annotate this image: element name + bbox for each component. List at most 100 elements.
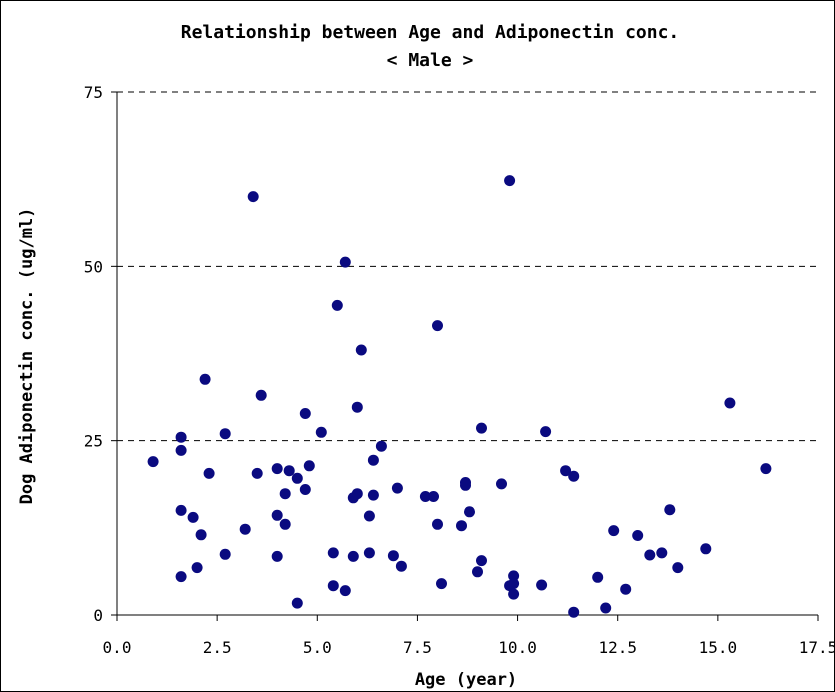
data-point xyxy=(428,491,439,502)
data-point xyxy=(496,478,507,490)
data-point xyxy=(391,482,403,494)
y-tick-label: 0 xyxy=(93,606,103,625)
data-point xyxy=(395,560,407,572)
data-point xyxy=(299,408,311,419)
gridlines xyxy=(117,91,818,442)
data-point xyxy=(456,520,467,532)
data-point xyxy=(644,549,656,561)
data-point xyxy=(327,580,339,592)
x-tick-label: 2.5 xyxy=(203,638,232,657)
data-point xyxy=(347,550,359,562)
data-point xyxy=(203,467,215,479)
data-point xyxy=(672,562,684,574)
data-point xyxy=(339,256,351,268)
data-point xyxy=(351,488,363,500)
data-point xyxy=(251,467,263,479)
y-axis-title: Dog Adiponectin conc. (ug/ml) xyxy=(17,208,37,505)
data-point xyxy=(620,583,632,595)
chart-title: Relationship between Age and Adiponectin… xyxy=(181,22,680,43)
data-point xyxy=(351,401,363,413)
data-point xyxy=(175,504,187,516)
data-point xyxy=(600,602,612,614)
y-tick-label: 25 xyxy=(84,432,103,451)
data-point xyxy=(303,460,315,472)
data-point xyxy=(219,428,231,440)
x-tick-labels: 0.0 2.5 5.0 7.5 10.0 12.5 15.0 17.5 xyxy=(103,638,835,657)
data-point xyxy=(175,571,187,583)
data-point xyxy=(436,578,447,590)
x-tick-label: 15.0 xyxy=(699,638,738,657)
data-point xyxy=(632,530,644,541)
x-tick-label: 0.0 xyxy=(103,638,132,657)
data-point xyxy=(291,597,303,609)
data-point xyxy=(219,548,231,560)
data-point xyxy=(279,518,291,530)
data-point xyxy=(199,373,211,385)
data-point xyxy=(331,299,343,311)
data-point xyxy=(375,440,387,452)
x-tick-label: 12.5 xyxy=(598,638,637,657)
data-point xyxy=(700,543,712,555)
data-point xyxy=(464,506,475,518)
data-point xyxy=(299,484,311,495)
data-point xyxy=(508,588,520,600)
data-point xyxy=(187,511,199,523)
x-axis-title: Age (year) xyxy=(415,670,517,690)
data-point xyxy=(476,555,487,567)
data-point xyxy=(271,463,283,475)
data-point xyxy=(363,510,375,522)
data-point xyxy=(432,518,443,530)
data-point xyxy=(472,566,483,578)
data-point xyxy=(279,488,291,500)
data-point xyxy=(175,431,187,443)
data-point xyxy=(147,456,159,468)
data-point xyxy=(540,426,552,438)
data-point xyxy=(460,479,471,491)
data-point xyxy=(271,550,283,562)
axes xyxy=(111,91,819,621)
data-point xyxy=(724,397,736,409)
y-tick-label: 75 xyxy=(84,83,103,102)
chart-subtitle: < Male > xyxy=(387,50,474,71)
data-point xyxy=(271,509,283,521)
data-point xyxy=(339,585,351,597)
data-point xyxy=(508,570,520,582)
data-point xyxy=(432,320,443,332)
data-point xyxy=(592,571,604,583)
data-point xyxy=(291,472,303,484)
data-point xyxy=(363,547,375,559)
data-point xyxy=(327,547,339,559)
data-point xyxy=(508,578,520,590)
data-point xyxy=(664,504,676,516)
data-point xyxy=(175,444,187,456)
x-tick-label: 10.0 xyxy=(498,638,537,657)
data-point xyxy=(656,547,668,559)
data-point xyxy=(476,422,487,434)
data-point xyxy=(387,550,399,562)
data-point xyxy=(760,463,772,475)
y-tick-label: 50 xyxy=(84,257,103,276)
data-point xyxy=(560,465,572,477)
data-point xyxy=(355,344,367,356)
data-point xyxy=(568,606,580,618)
data-point xyxy=(315,426,327,438)
data-point xyxy=(367,454,379,466)
data-point xyxy=(255,389,267,401)
data-point xyxy=(504,175,516,187)
data-point xyxy=(568,470,580,482)
data-point xyxy=(195,529,207,541)
y-tick-labels: 0 25 50 75 xyxy=(84,83,103,625)
data-point xyxy=(191,562,203,574)
x-tick-label: 7.5 xyxy=(403,638,432,657)
data-point xyxy=(608,525,620,537)
data-point xyxy=(367,489,379,501)
data-point xyxy=(419,491,431,502)
data-points xyxy=(147,175,772,618)
data-point xyxy=(239,523,251,535)
x-tick-label: 17.5 xyxy=(799,638,835,657)
data-point xyxy=(247,191,259,203)
x-tick-label: 5.0 xyxy=(303,638,332,657)
data-point xyxy=(536,579,548,591)
